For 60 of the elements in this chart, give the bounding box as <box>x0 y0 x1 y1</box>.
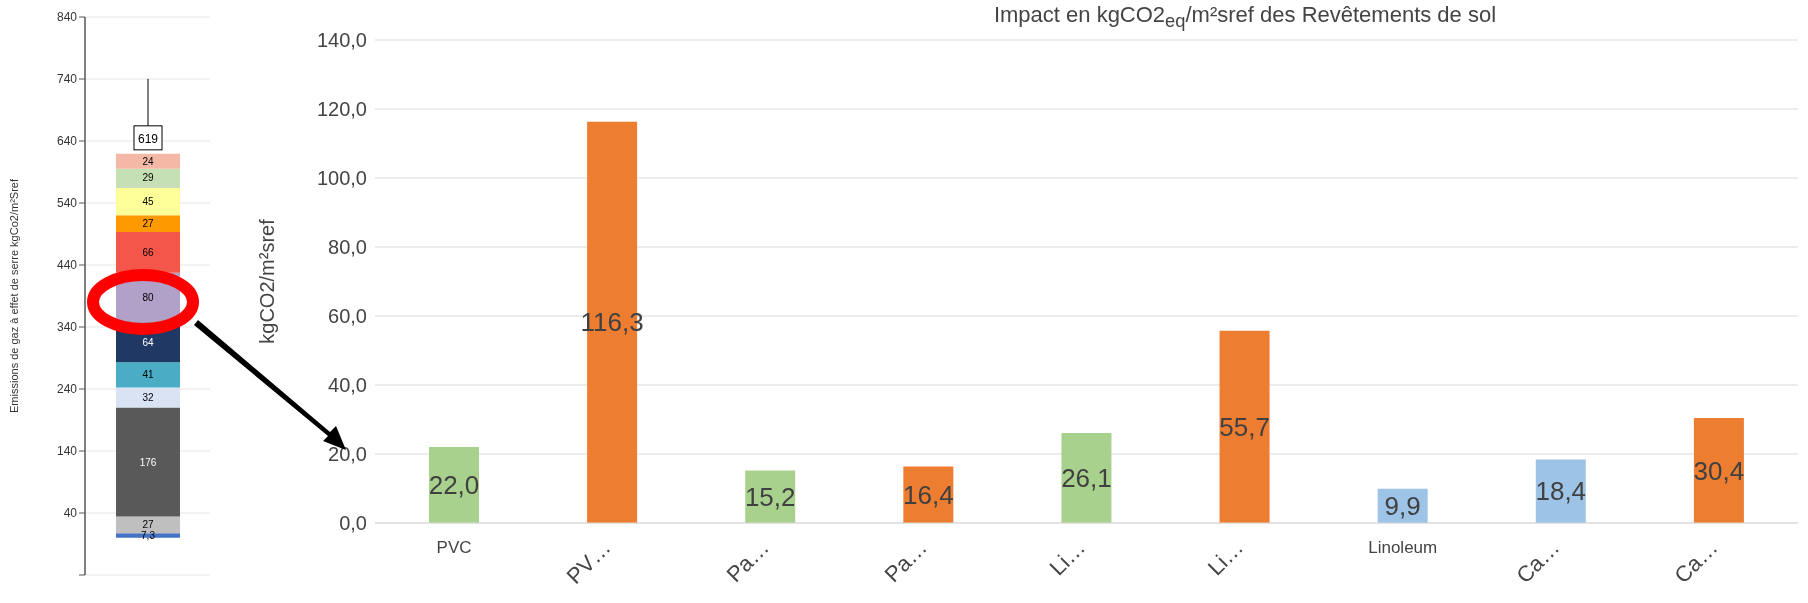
y-tick-label: 120,0 <box>316 98 367 121</box>
data-label: 55,7 <box>1219 411 1270 442</box>
x-tick-label: Pa… <box>721 534 774 588</box>
y-tick-label: 240 <box>56 382 78 397</box>
total-label: 619 <box>137 131 159 146</box>
x-tick-label: Pa… <box>879 534 932 588</box>
bar <box>1693 418 1744 523</box>
data-label: 32 <box>142 392 154 404</box>
y-tick-label: 60,0 <box>328 305 367 328</box>
y-axis-title: Emissions de gaz à effet de serre kgCo2/m²Sref <box>7 178 20 413</box>
bar <box>116 407 180 517</box>
data-label: 9,9 <box>1384 490 1421 521</box>
data-label: 27 <box>142 218 154 230</box>
y-tick-label: 140,0 <box>316 29 367 52</box>
y-tick-label: 100,0 <box>316 167 367 190</box>
bar <box>116 387 180 408</box>
y-tick-label: 340 <box>56 320 78 335</box>
y-tick-label: 140 <box>56 444 78 459</box>
data-label: 18,4 <box>1535 476 1587 507</box>
y-tick-label: 40 <box>63 506 78 521</box>
data-label: 30,4 <box>1693 455 1745 486</box>
x-tick-label: Li… <box>1202 534 1249 581</box>
y-tick-label: 540 <box>56 196 78 211</box>
data-label: 64 <box>142 336 154 348</box>
x-tick-label: Li… <box>1044 534 1091 581</box>
y-tick-label: 440 <box>56 258 78 273</box>
bar <box>116 231 180 273</box>
y-tick-label: 740 <box>56 72 78 87</box>
bar <box>116 187 180 216</box>
bar <box>116 168 180 187</box>
y-tick-label: 640 <box>56 134 78 149</box>
data-label: 24 <box>142 155 154 167</box>
chart-title: Impact en kgCO2$_{eq}$/m²sref des Revêtements de sol <box>992 2 1498 33</box>
data-label: 15,2 <box>744 481 796 512</box>
data-label: 45 <box>142 195 154 207</box>
data-label: 22,0 <box>428 470 480 501</box>
y-tick-label: 0,0 <box>339 512 367 535</box>
x-tick-label: PV… <box>561 534 616 589</box>
data-label: 66 <box>142 246 154 258</box>
bar <box>116 153 180 169</box>
data-label: 26,1 <box>1061 462 1112 493</box>
y-axis-title: kgCO2/m²sref <box>256 218 279 344</box>
y-tick-label: 20,0 <box>328 443 367 466</box>
x-tick-label: Linoleum <box>1368 538 1438 557</box>
data-label: 27 <box>142 519 154 531</box>
x-tick-label: Ca… <box>1669 534 1723 588</box>
x-tick-label: Ca… <box>1511 534 1565 588</box>
data-label: 80 <box>142 292 154 304</box>
data-label: 29 <box>142 172 154 184</box>
bar <box>1219 330 1270 523</box>
data-label: 176 <box>139 456 157 468</box>
bar <box>116 362 180 388</box>
y-tick-label: 840 <box>56 10 78 25</box>
data-label: 41 <box>142 369 154 381</box>
y-tick-label: 80,0 <box>328 236 367 259</box>
x-tick-label: PVC <box>436 538 472 557</box>
bar <box>116 215 180 232</box>
y-tick-label: 40,0 <box>328 374 367 397</box>
data-label: 16,4 <box>903 479 954 510</box>
bar <box>1061 432 1112 523</box>
